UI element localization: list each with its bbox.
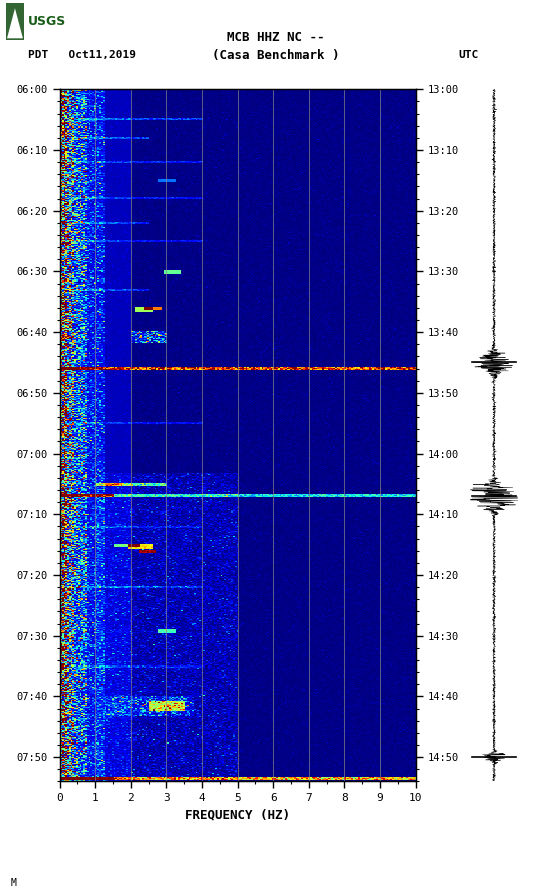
Polygon shape	[7, 8, 23, 38]
Text: UTC: UTC	[458, 50, 479, 61]
Text: PDT   Oct11,2019: PDT Oct11,2019	[28, 50, 136, 61]
Text: MCB HHZ NC --: MCB HHZ NC --	[227, 31, 325, 44]
Text: (Casa Benchmark ): (Casa Benchmark )	[213, 49, 339, 62]
Text: Μ: Μ	[11, 878, 17, 888]
X-axis label: FREQUENCY (HZ): FREQUENCY (HZ)	[185, 809, 290, 822]
Text: USGS: USGS	[28, 15, 66, 28]
FancyBboxPatch shape	[6, 3, 24, 40]
